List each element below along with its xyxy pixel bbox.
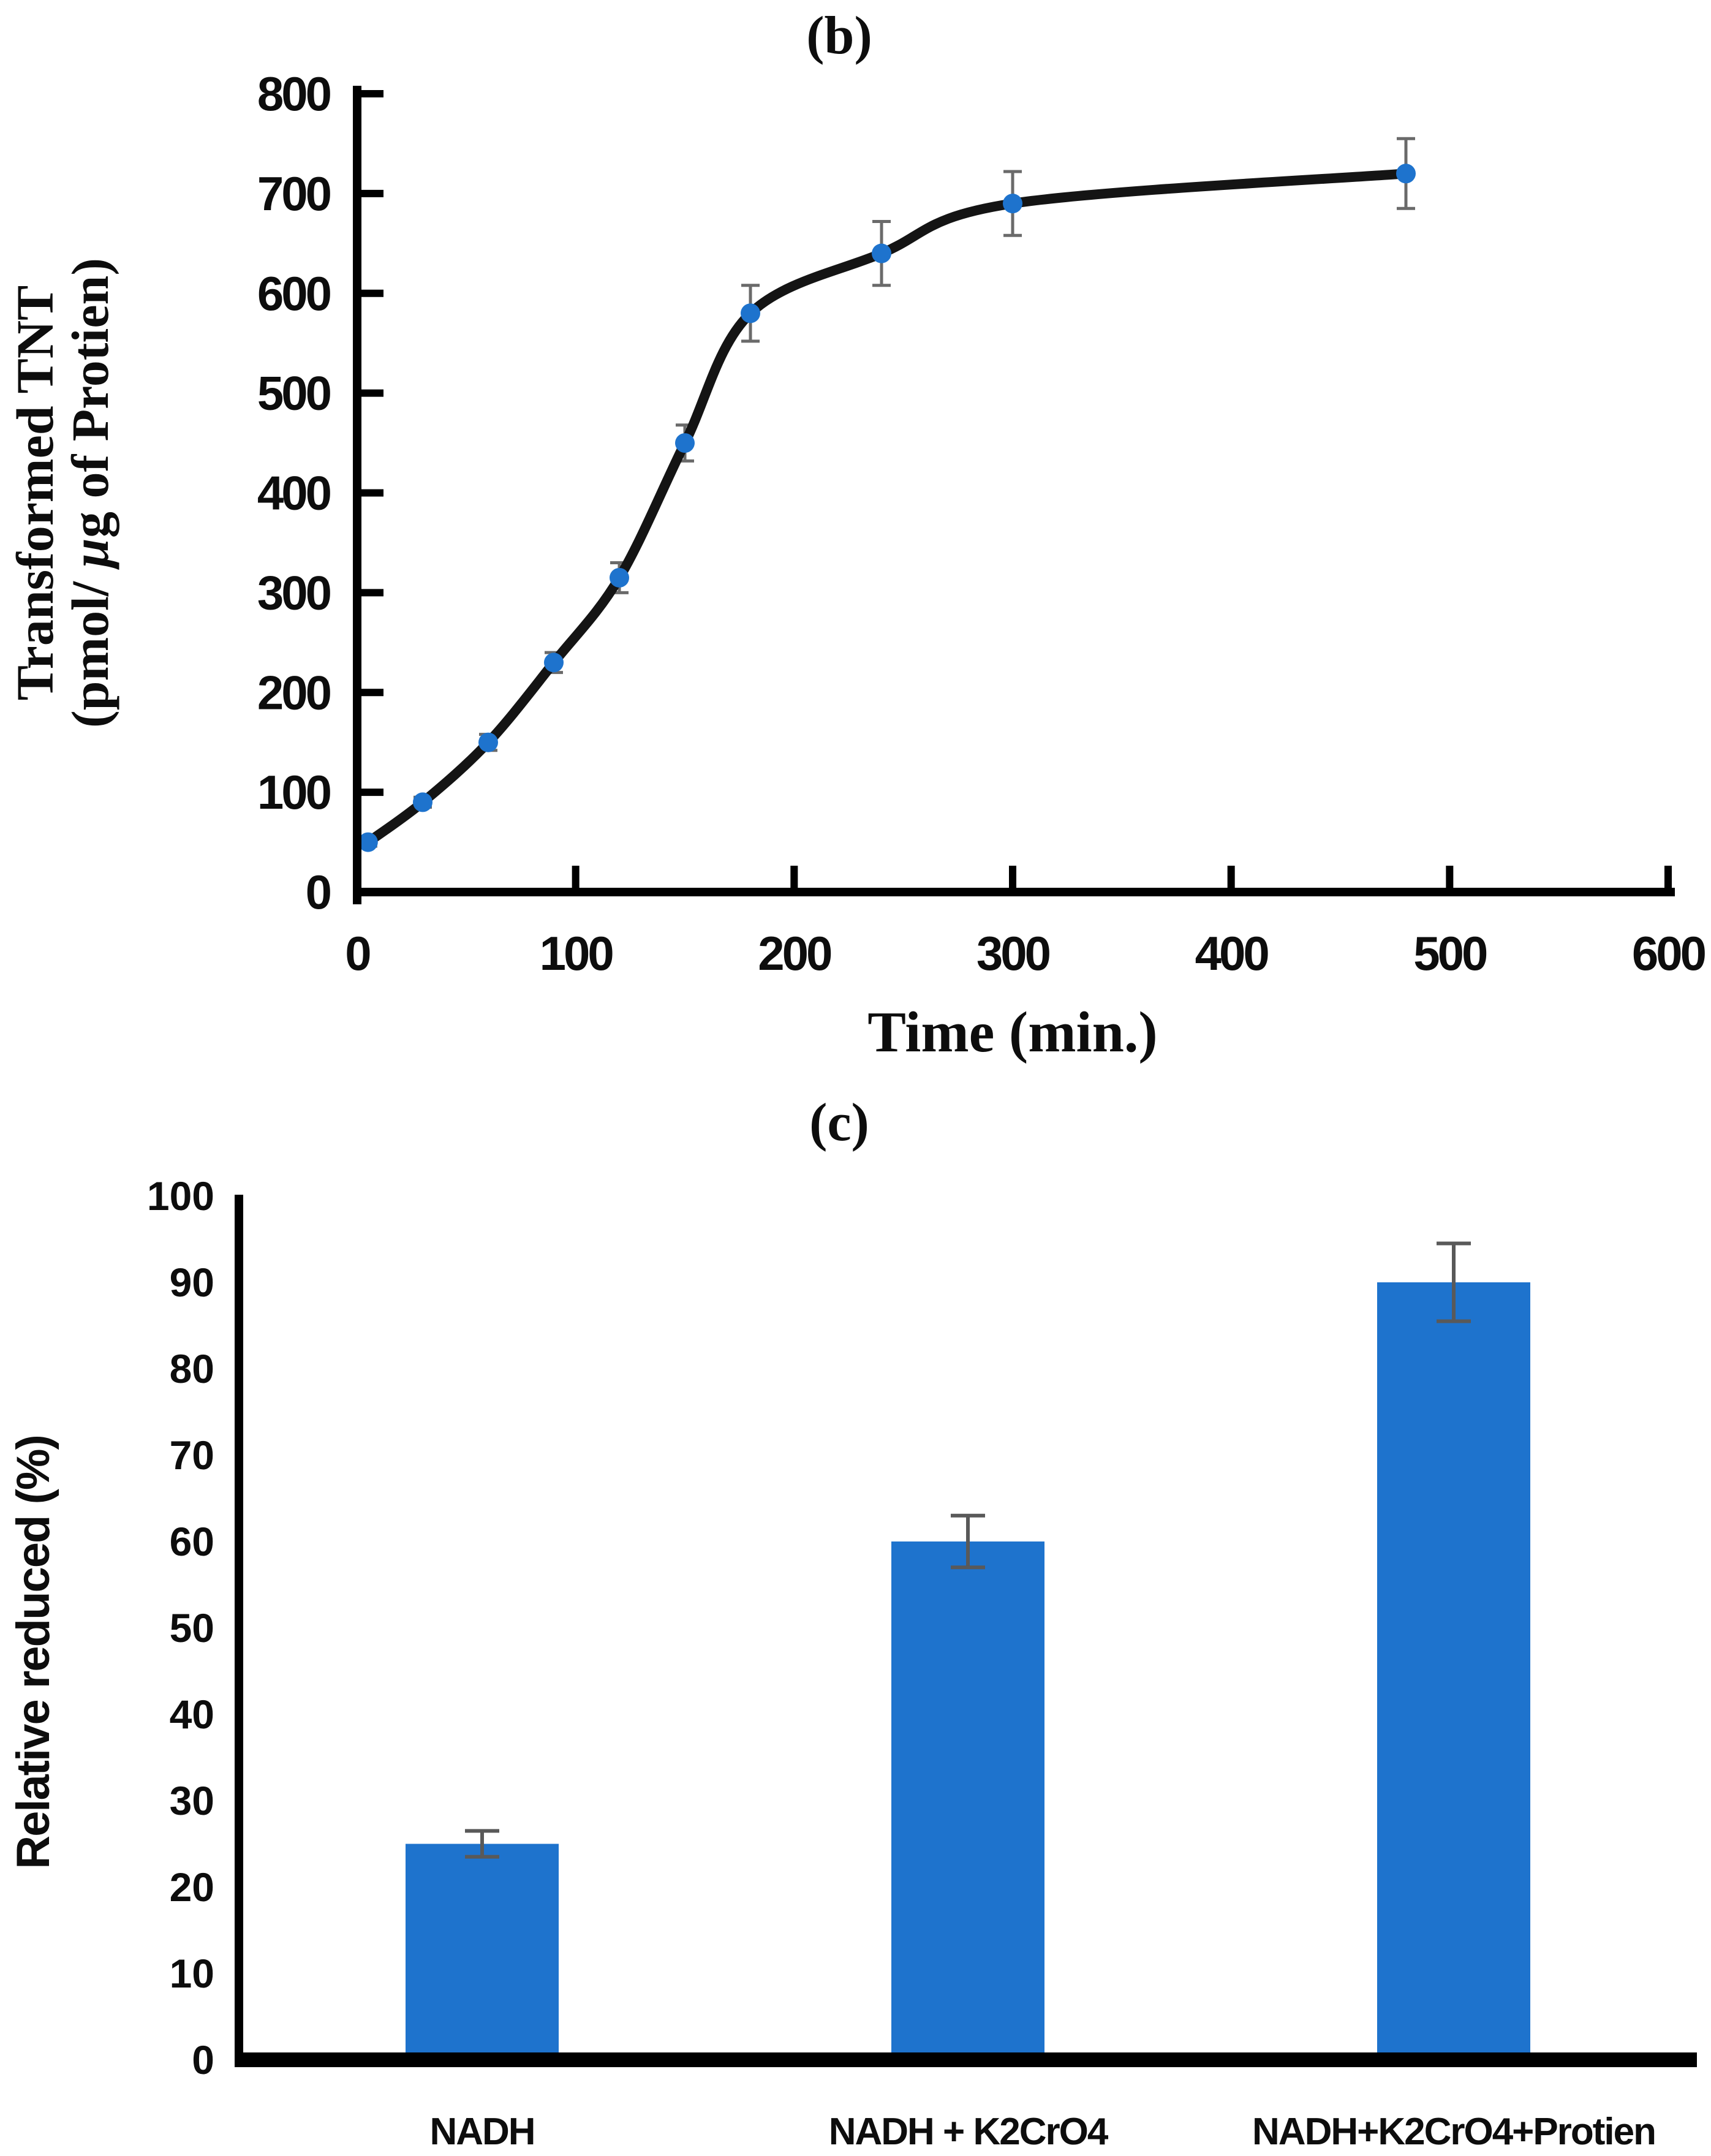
y-axis-title: Relative reduced (%): [7, 1435, 59, 1869]
x-tick-mark: [1009, 866, 1016, 888]
data-point-marker: [358, 832, 378, 852]
x-tick-mark: [1664, 866, 1672, 888]
bar-nadh-k2cro4-protien: [1377, 1282, 1530, 2059]
y-tick-label: 100: [147, 1173, 214, 1219]
y-tick-label: 20: [170, 1864, 214, 1910]
data-point-marker: [675, 433, 695, 453]
x-tick-label: 400: [1195, 926, 1269, 980]
y-tick-label: 60: [170, 1519, 214, 1564]
x-tick-label: 500: [1413, 926, 1487, 980]
y-axis-title-line2: (pmol/ µg of Protien): [61, 258, 119, 728]
y-tick-label: 800: [257, 67, 331, 121]
data-point-marker: [1396, 164, 1416, 184]
y-tick-label: 500: [257, 366, 331, 420]
category-label: NADH + K2CrO4: [829, 2111, 1109, 2153]
x-tick-mark: [790, 866, 798, 888]
line-chart-transformed-tnt: 0 100 200 300 400 500 600 700 800 0 100 200 300 400 50…: [6, 67, 1708, 1064]
y-tick-mark: [361, 789, 383, 796]
category-label: NADH: [429, 2111, 534, 2153]
y-tick-label: 700: [257, 167, 331, 221]
series-line: [363, 168, 1411, 847]
y-tick-label: 600: [257, 267, 331, 320]
y-tick-label: 400: [257, 466, 331, 520]
y-tick-label: 80: [170, 1346, 214, 1391]
data-point-marker: [872, 243, 891, 263]
y-tick-label: 10: [170, 1951, 214, 1996]
y-tick-mark: [361, 489, 383, 497]
y-tick-mark: [361, 289, 383, 297]
bar-nadh: [406, 1844, 559, 2059]
error-bars-group: [358, 137, 1415, 848]
x-tick-label: 0: [345, 926, 370, 980]
x-tick-mark: [1227, 866, 1235, 888]
x-tick-mark: [572, 866, 580, 888]
x-axis-title: Time (min.): [867, 1000, 1157, 1064]
y-tick-mark: [361, 589, 383, 597]
bar-nadh-k2cro4: [891, 1541, 1044, 2059]
category-label: NADH+K2CrO4+Protien: [1252, 2111, 1655, 2153]
error-bars-group: [465, 1241, 1471, 1859]
y-tick-label: 90: [170, 1260, 214, 1305]
y-tick-label: 300: [257, 565, 331, 619]
x-tick-label: 300: [976, 926, 1050, 980]
data-point-marker: [741, 303, 760, 323]
x-tick-label: 200: [758, 926, 831, 980]
data-point-marker: [478, 732, 498, 752]
y-tick-mark: [361, 189, 383, 197]
x-tick-label: 600: [1632, 926, 1705, 980]
y-axis-line: [353, 86, 361, 904]
y-tick-label: 200: [257, 665, 331, 719]
panel-c-label: (c): [809, 1093, 869, 1152]
y-tick-label: 40: [170, 1692, 214, 1737]
y-tick-mark: [361, 389, 383, 397]
x-axis-line: [235, 2052, 1697, 2067]
y-tick-label: 0: [192, 2037, 214, 2082]
y-axis-line: [235, 1195, 243, 2067]
y-tick-mark: [361, 689, 383, 697]
y-tick-label: 30: [170, 1778, 214, 1823]
x-tick-mark: [1446, 866, 1454, 888]
panel-b-label: (b): [806, 6, 872, 66]
y-tick-label: 0: [306, 865, 331, 919]
y-tick-label: 70: [170, 1432, 214, 1478]
x-axis-line: [353, 888, 1675, 896]
data-point-marker: [610, 567, 629, 588]
y-axis-title-line1: Transformed TNT: [6, 286, 64, 701]
x-tick-label: 100: [540, 926, 613, 980]
y-tick-label: 50: [170, 1605, 214, 1651]
data-point-marker: [413, 792, 432, 812]
y-tick-label: 100: [257, 765, 331, 819]
bar-chart-relative-reduced: 0 10 20 30 40 50 60 70 80 90 100 NADH NADH + K2CrO4 N…: [7, 1173, 1697, 2153]
data-point-marker: [544, 652, 564, 673]
data-point-marker: [1003, 194, 1022, 214]
y-tick-mark: [361, 90, 383, 97]
